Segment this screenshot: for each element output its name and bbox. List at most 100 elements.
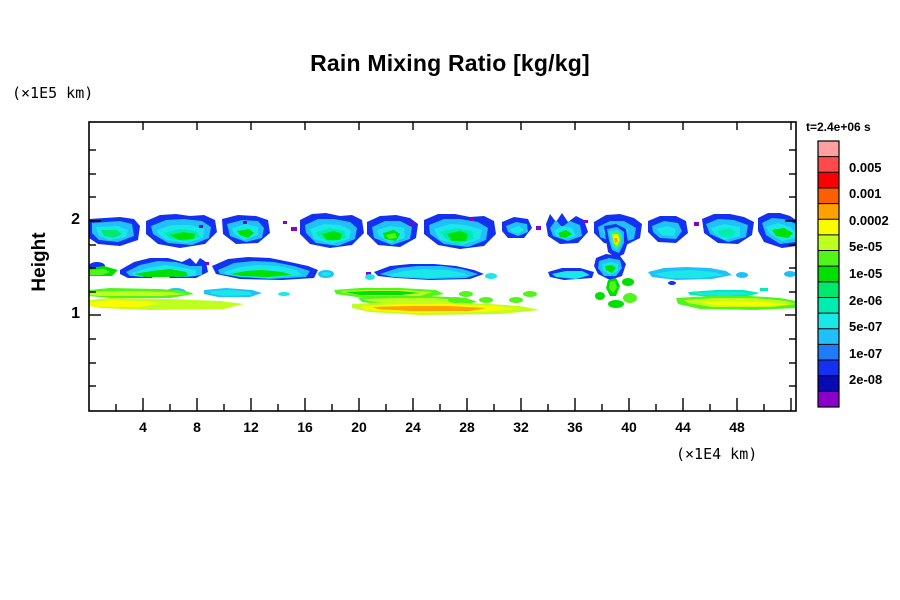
contour-speck [509,297,523,303]
contour-cell [146,214,217,248]
contour-speck [694,222,699,226]
x-tick-label: 28 [459,419,475,435]
contour-speck [523,291,537,297]
contour-speck [365,274,375,280]
x-axis-ticks [115,398,792,411]
contour-speck [760,288,768,291]
x-tick-label: 44 [675,419,691,435]
contour-speck [470,218,474,221]
contour-layer [548,268,594,280]
x-tick-label: 16 [297,419,313,435]
x-tick-label: 48 [729,419,745,435]
contour-speck [479,297,493,303]
y-tick-label: 2 [71,211,80,228]
contour-layer [352,302,540,315]
contour-layer [120,258,208,278]
colorbar-swatch [818,313,839,330]
colorbar-level-label: 5e-07 [849,319,883,335]
contour-speck [199,225,203,228]
contour-speck [291,227,297,231]
time-annotation: t=2.4e+06 s [806,120,871,134]
colorbar-swatch [818,344,839,361]
contour-cell [89,217,140,246]
colorbar-swatch [818,281,839,298]
contour-layer [89,298,244,310]
y-axis-unit-label: (×1E5 km) [12,84,94,102]
y-axis-ticks-right [785,149,796,387]
contour-layer [374,264,484,280]
contour-speck [283,221,287,224]
x-tick-label: 12 [243,419,259,435]
contour-speck [584,220,588,223]
contour-cell [594,254,626,280]
contour-speck [623,293,637,303]
x-tick-label: 4 [139,419,147,435]
convective-plume [604,224,628,258]
colorbar-swatch [818,328,839,345]
contour-cell [424,214,496,249]
colorbar-level-label: 1e-05 [849,266,883,281]
colorbar-swatch [818,297,839,314]
contour-speck [205,262,209,265]
contour-cell [702,214,754,244]
contour-field [89,213,796,315]
contour-speck [409,222,414,226]
contour-speck [622,278,634,286]
colorbar-swatch [818,141,839,158]
contour-layer [204,288,262,297]
contour-cell [758,213,796,248]
x-tick-label: 8 [193,419,201,435]
colorbar-level-label: 0.0002 [849,212,889,228]
y-tick-label: 1 [71,305,80,322]
colorbar-swatch [818,360,839,377]
contour-speck [784,271,796,277]
colorbar [817,140,840,408]
x-tick-label: 36 [567,419,583,435]
contour-speck [448,297,464,303]
colorbar-swatch [818,234,839,251]
contour-speck [278,292,290,296]
x-axis-ticks-top [142,122,792,130]
x-axis-unit-label: (×1E4 km) [676,445,758,463]
contour-speck [595,292,605,300]
contour-speck [608,300,624,308]
x-tick-label: 24 [405,419,421,435]
contour-speck [366,272,371,275]
contour-cell [222,215,270,244]
contour-cell [367,215,418,247]
page-title: Rain Mixing Ratio [kg/kg] [310,50,590,76]
colorbar-level-label: 1e-07 [849,345,883,361]
colorbar-swatch [818,172,839,189]
contour-speck [321,272,331,276]
contour-cell [502,217,532,238]
colorbar-level-label: 0.001 [849,186,882,202]
contour-cell [606,278,620,296]
contour-layer [334,288,444,298]
x-tick-label: 32 [513,419,529,435]
contour-layer [648,267,732,280]
contour-cell [300,213,364,248]
contour-speck [536,226,541,230]
colorbar-level-label: 2e-08 [849,372,883,388]
contour-speck [243,221,247,224]
contour-speck [485,273,497,279]
colorbar-level-label: 0.005 [849,159,882,175]
contour-layer [676,296,796,310]
contour-layer [688,290,760,297]
colorbar-level-label: 2e-06 [849,292,883,308]
colorbar-swatch [818,391,839,408]
contour-speck [668,281,676,285]
contour-layer [89,288,194,298]
contour-layer [212,257,318,280]
colorbar-swatch [818,156,839,173]
colorbar-level-label: 5e-05 [849,239,883,255]
colorbar-border [817,140,840,408]
contour-cell [546,213,588,244]
colorbar-swatch [818,203,839,220]
colorbar-swatch [818,266,839,283]
contour-speck [459,291,473,297]
colorbar-swatch [818,250,839,267]
plot-frame [88,121,797,412]
